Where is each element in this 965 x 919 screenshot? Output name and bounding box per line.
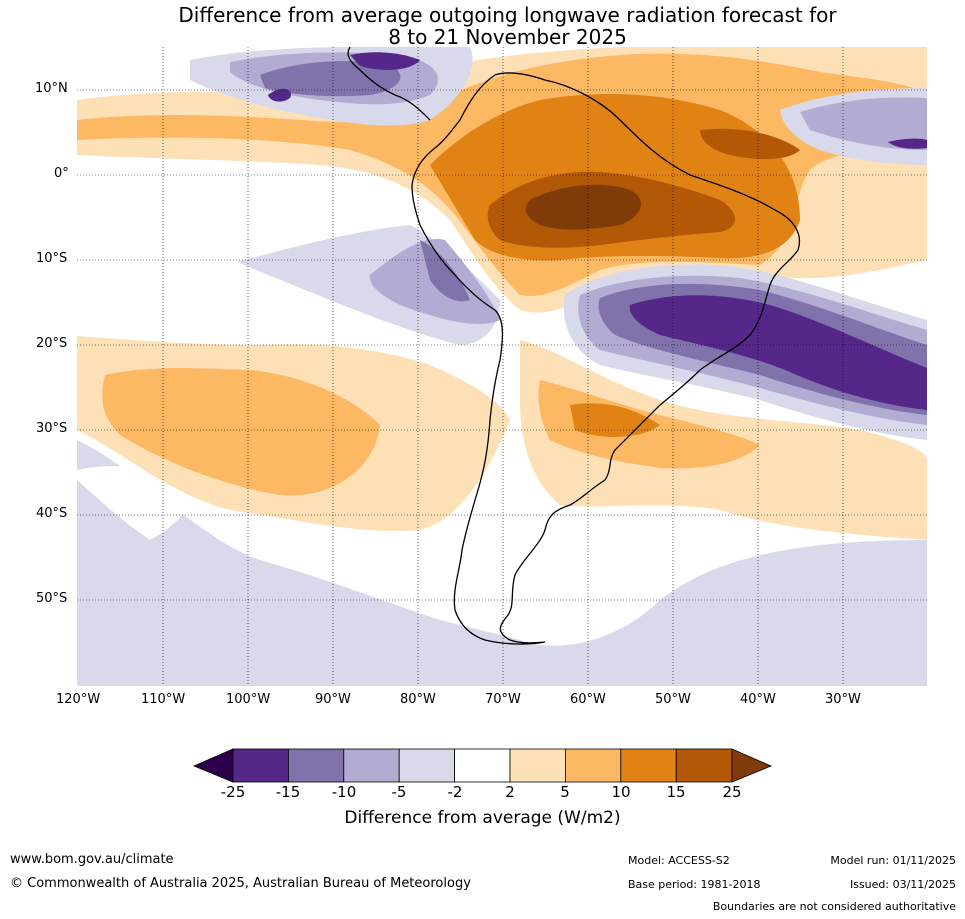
colorbar-extend-high [731,748,773,783]
lon-label: 70°W [485,692,521,707]
colorbar-title: Difference from average (W/m2) [344,808,621,828]
lon-label: 100°W [226,692,271,707]
colorbar-bin [620,748,677,783]
lat-label: 30°S [36,421,68,436]
colorbar-bin [398,748,456,783]
issued-text: Issued: 03/11/2025 [849,878,956,891]
lon-label: 80°W [400,692,436,707]
anomaly-region [800,97,927,150]
colorbar [192,748,773,783]
colorbar-bin [675,748,733,783]
base-period-text: Base period: 1981-2018 [628,878,761,891]
model-text: Model: ACCESS-S2 [628,854,730,867]
disclaimer-text: Boundaries are not considered authoritat… [712,900,956,913]
colorbar-extend-low [192,748,234,783]
colorbar-bin [509,748,566,783]
website-link[interactable]: www.bom.gov.au/climate [10,852,174,867]
anomaly-region [420,240,470,302]
colorbar-bin [287,748,345,783]
chart-title: Difference from average outgoing longwav… [0,4,965,48]
colorbar-tick-label: -25 [220,783,246,801]
anomaly-field [77,47,927,686]
lat-label: 10°S [36,251,68,266]
anomaly-region [629,295,927,410]
lat-label: 10°N [35,81,68,96]
lat-label: 40°S [36,506,68,521]
colorbar-bin [232,748,289,783]
lat-label: 20°S [36,336,68,351]
colorbar-tick-label: -2 [447,783,463,801]
anomaly-region [77,440,927,686]
colorbar-tick-label: 25 [722,783,742,801]
coastlines [347,47,800,645]
lon-label: 90°W [315,692,351,707]
anomaly-region [260,61,401,97]
lon-label: 110°W [141,692,186,707]
model-run-text: Model run: 01/11/2025 [830,854,956,867]
anomaly-region [700,128,800,160]
colorbar-tick-label: -15 [275,783,301,801]
lon-label: 120°W [56,692,101,707]
anomaly-region [888,138,927,149]
south-america-coastline [411,72,800,645]
colorbar-tick-label: 10 [611,783,631,801]
colorbar-tick-label: 5 [560,783,570,801]
title-line-2: 8 to 21 November 2025 [388,25,627,49]
lat-label: 0° [54,166,69,181]
lon-label: 60°W [570,692,606,707]
lat-label: 50°S [36,591,68,606]
copyright-text: © Commonwealth of Australia 2025, Austra… [10,876,471,891]
colorbar-tick-label: -5 [391,783,407,801]
colorbar-bin [343,748,400,783]
lon-label: 50°W [655,692,691,707]
colorbar-tick-label: 15 [666,783,686,801]
anomaly-region [102,367,380,496]
gridlines [77,47,927,686]
lon-label: 40°W [740,692,776,707]
central-america-coastline [347,47,431,121]
colorbar-bin [565,748,622,783]
title-line-1: Difference from average outgoing longwav… [178,3,837,27]
anomaly-region [570,403,660,437]
anomaly-region [350,52,420,70]
colorbar-bin [454,748,511,783]
colorbar-tick-label: -10 [331,783,357,801]
colorbar-tick-label: 2 [505,783,515,801]
anomaly-region [525,184,641,230]
anomaly-region [268,88,291,102]
lon-label: 30°W [825,692,861,707]
